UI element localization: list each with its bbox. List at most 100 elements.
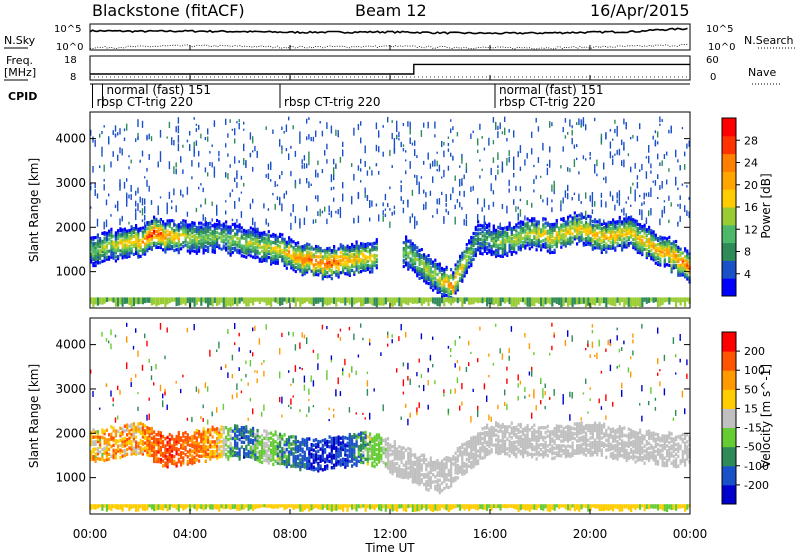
power-cell [123,229,126,233]
power-cell [267,234,270,238]
power-cell [614,248,617,252]
power-cell [177,243,180,247]
power-cell [654,247,657,251]
power-cell [247,229,250,233]
power-near-range [263,297,266,303]
power-noise [461,157,463,164]
power-cell [598,224,601,228]
power-noise [357,192,360,199]
power-cell [324,264,327,268]
power-noise [387,116,389,123]
power-cell [166,237,169,241]
power-noise [369,200,371,207]
power-cell [249,244,252,248]
power-cell [528,241,531,245]
power-cell [202,251,205,255]
power-cell [537,222,540,226]
velocity-cell [130,440,133,444]
velocity-cell [101,452,104,457]
power-noise [353,217,355,224]
power-cell [648,239,651,243]
velocity-cell [186,433,189,437]
power-cell [357,254,360,258]
power-noise [198,150,200,157]
power-noise [267,173,270,180]
power-noise [288,116,290,121]
power-cell [555,219,558,223]
power-noise [569,119,571,127]
power-cell [567,239,570,243]
power-cell [510,232,513,237]
power-noise [391,211,393,216]
power-cell [117,255,120,259]
power-cell [263,230,266,235]
power-noise [614,204,616,211]
power-near-range [571,297,574,307]
power-cell [560,233,563,237]
velocity-cell [141,435,144,439]
power-cell [110,227,113,231]
velocity-cell [153,440,156,444]
velocity-cell [191,437,194,441]
power-cell [663,254,666,258]
velocity-cell [236,451,239,455]
power-cell [661,240,664,244]
velocity-cell [189,443,192,447]
power-cell [402,254,405,259]
power-cell [555,245,558,249]
power-cell [524,230,527,234]
power-cell [481,234,484,238]
power-cell [558,236,561,240]
power-cell [447,291,450,295]
power-cell [450,268,453,272]
power-cell [301,273,304,277]
velocity-cell [238,454,241,459]
power-cell [418,266,421,270]
power-cell [231,222,234,227]
power-cell [342,256,345,260]
power-cell [490,238,493,243]
power-cell [236,250,239,254]
power-noise [135,200,137,207]
velocity-cell [191,454,194,458]
power-cell [587,226,590,230]
power-cell [650,257,653,261]
velocity-near-range [99,504,102,508]
power-cell [634,247,637,251]
power-noise [103,179,105,182]
power-noise [328,205,330,212]
power-near-range [389,297,392,307]
power-cell [121,248,124,252]
velocity-noise [193,324,195,331]
power-cell [245,239,248,243]
power-cell [303,272,306,276]
power-cell [686,273,689,277]
power-cell [650,241,653,245]
velocity-near-range [126,504,129,508]
power-cell [171,237,174,241]
velocity-cell [114,439,117,443]
power-cell [609,234,612,239]
power-cell [173,231,176,235]
velocity-cell [117,429,120,434]
power-noise [369,166,371,170]
power-heatmap [90,116,691,308]
power-noise [317,172,319,178]
power-cell [270,252,273,256]
power-near-range [279,297,282,306]
power-cell [330,251,333,255]
velocity-cell [159,441,162,445]
velocity-cell [265,432,268,436]
power-noise [531,131,533,138]
power-cell [411,268,414,272]
power-cell [204,236,207,240]
power-cell [472,253,475,257]
power-noise [175,126,177,133]
power-near-range [553,297,556,303]
velocity-cell [186,440,189,444]
power-cell [675,239,678,244]
power-cell [220,227,223,231]
power-cell [684,265,687,269]
power-cell [209,241,212,245]
